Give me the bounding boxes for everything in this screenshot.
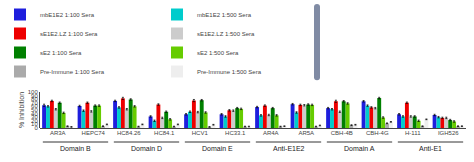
svg-text:20: 20 (31, 118, 38, 124)
svg-text:HC84.26: HC84.26 (117, 130, 141, 136)
svg-text:HCV1: HCV1 (192, 130, 209, 136)
svg-text:Domain E: Domain E (202, 145, 233, 152)
svg-text:90: 90 (31, 93, 38, 99)
svg-text:Domain D: Domain D (131, 145, 162, 152)
svg-text:sE2 1:100 Sera: sE2 1:100 Sera (40, 50, 82, 56)
svg-text:mbE1E2 1:500 Sera: mbE1E2 1:500 Sera (197, 12, 252, 18)
svg-text:HEPC74: HEPC74 (82, 130, 106, 136)
svg-text:mbE1E2 1:100 Sera: mbE1E2 1:100 Sera (40, 12, 95, 18)
svg-text:sE1E2.LZ 1:100 Sera: sE1E2.LZ 1:100 Sera (40, 31, 98, 37)
svg-text:CBH-4B: CBH-4B (331, 130, 353, 136)
svg-text:AR3A: AR3A (50, 130, 66, 136)
svg-text:10: 10 (31, 121, 38, 127)
svg-text:Domain A: Domain A (344, 145, 375, 152)
svg-text:Anti-E1: Anti-E1 (419, 145, 442, 152)
svg-text:AR4A: AR4A (263, 130, 279, 136)
svg-text:HC33.1: HC33.1 (225, 130, 246, 136)
svg-text:H-111: H-111 (405, 130, 421, 136)
svg-text:Domain B: Domain B (60, 145, 91, 152)
svg-text:50: 50 (31, 107, 38, 113)
svg-text:IGH526: IGH526 (438, 130, 459, 136)
svg-text:sE1E2.LZ 1:500 Sera: sE1E2.LZ 1:500 Sera (197, 31, 255, 37)
svg-text:Anti-E1E2: Anti-E1E2 (273, 145, 305, 152)
svg-text:Pre-Immune 1:500 Sera: Pre-Immune 1:500 Sera (197, 69, 262, 75)
svg-text:0: 0 (34, 125, 38, 131)
svg-text:100: 100 (28, 89, 39, 95)
svg-text:40: 40 (31, 111, 38, 117)
svg-text:CBH-4G: CBH-4G (366, 130, 389, 136)
svg-text:sE2 1:500 Sera: sE2 1:500 Sera (197, 50, 239, 56)
svg-text:HC84.1: HC84.1 (154, 130, 175, 136)
svg-text:80: 80 (31, 96, 38, 102)
svg-text:70: 70 (31, 100, 38, 106)
svg-text:60: 60 (31, 103, 38, 109)
svg-text:Pre-Immune 1:100 Sera: Pre-Immune 1:100 Sera (40, 69, 105, 75)
svg-text:% Inhibition: % Inhibition (18, 92, 25, 128)
svg-text:AR5A: AR5A (298, 130, 314, 136)
svg-text:30: 30 (31, 114, 38, 120)
